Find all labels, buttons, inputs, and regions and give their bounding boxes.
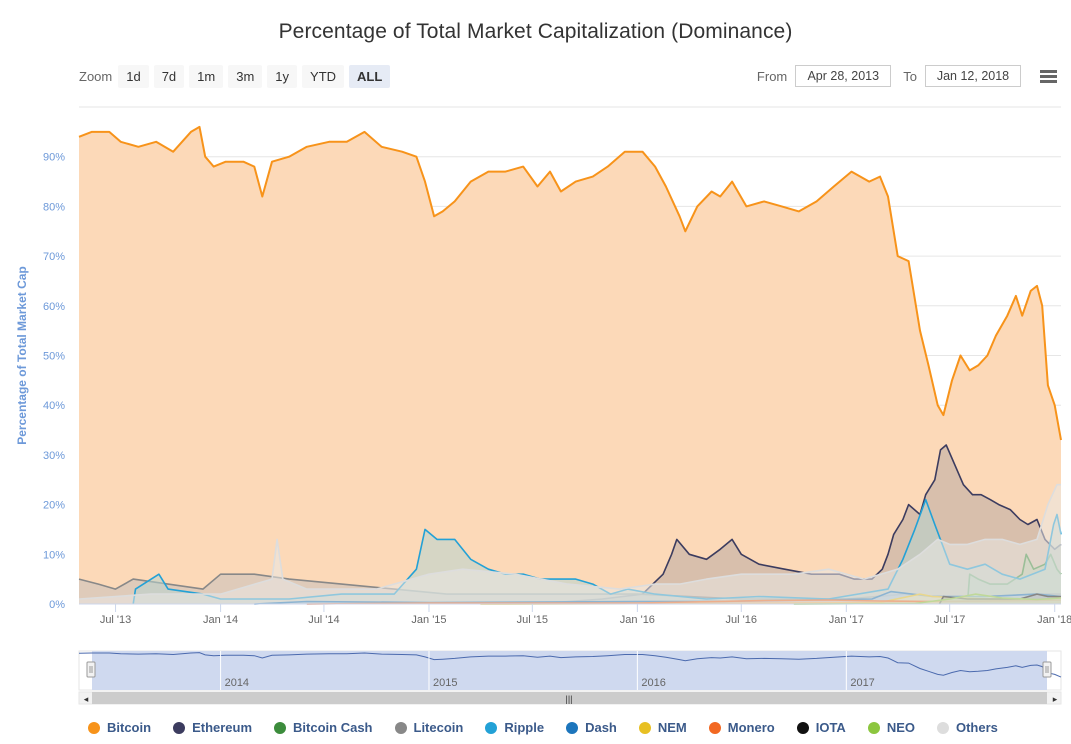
- x-tick-label: Jul '16: [726, 614, 757, 626]
- x-tick-label: Jul '17: [934, 614, 965, 626]
- legend-marker-icon: [708, 721, 721, 734]
- bitcoin-line: [78, 125, 1062, 441]
- scrollbar-thumb[interactable]: [92, 692, 1047, 704]
- from-date-input[interactable]: Apr 28, 2013: [795, 65, 892, 87]
- navigator-tick-label: 2016: [641, 677, 665, 689]
- scroll-right-arrow-icon[interactable]: ▸: [1053, 694, 1058, 704]
- legend-marker-icon: [485, 721, 498, 734]
- navigator-handle[interactable]: [86, 661, 96, 678]
- x-tick-label: Jan '14: [203, 614, 238, 626]
- legend-label: Bitcoin: [107, 720, 152, 735]
- y-tick-label: 80%: [43, 201, 65, 213]
- zoom-3m-button[interactable]: 3m: [228, 65, 263, 88]
- legend-label: Dash: [585, 720, 617, 735]
- x-tick-label: Jul '14: [308, 614, 339, 626]
- scroll-left-arrow-icon[interactable]: ◂: [84, 694, 89, 704]
- legend-label: Ethereum: [192, 720, 253, 735]
- y-axis-title: Percentage of Total Market Cap: [15, 266, 29, 445]
- legend-marker-icon: [867, 721, 880, 734]
- legend-marker-icon: [796, 721, 809, 734]
- zoom-all-button[interactable]: ALL: [349, 65, 391, 88]
- x-tick-label: Jan '17: [829, 614, 864, 626]
- navigator-series-line: [78, 652, 1062, 678]
- legend-item-nem[interactable]: NEM: [638, 720, 687, 735]
- to-label: To: [903, 68, 917, 84]
- zoom-1m-button[interactable]: 1m: [189, 65, 224, 88]
- scrollbar-grip: |||: [565, 694, 572, 704]
- y-tick-label: 70%: [43, 251, 65, 263]
- y-tick-label: 40%: [43, 400, 65, 412]
- zoom-ytd-button[interactable]: YTD: [302, 65, 345, 88]
- legend-item-bitcoin-cash[interactable]: Bitcoin Cash: [274, 720, 373, 735]
- y-tick-label: 0%: [49, 599, 65, 611]
- legend-label: Litecoin: [413, 720, 464, 735]
- legend-marker-icon: [88, 721, 100, 734]
- bitcoin-area: [79, 126, 1061, 605]
- date-range: From Apr 28, 2013 To Jan 12, 2018: [745, 65, 1021, 87]
- y-tick-label: 10%: [43, 549, 65, 561]
- legend-label: NEO: [886, 720, 915, 735]
- legend-item-iota[interactable]: IOTA: [796, 720, 846, 735]
- x-tick-label: Jan '15: [411, 614, 446, 626]
- legend-label: Bitcoin Cash: [293, 720, 373, 735]
- legend-marker-icon: [394, 721, 407, 734]
- navigator-tick-label: 2015: [433, 677, 457, 689]
- legend-item-monero[interactable]: Monero: [708, 720, 775, 735]
- navigator-handle[interactable]: [1042, 661, 1052, 678]
- legend-label: Ripple: [504, 720, 545, 735]
- hamburger-menu-icon[interactable]: [1040, 70, 1058, 84]
- x-tick-label: Jan '16: [620, 614, 655, 626]
- chart-title: Percentage of Total Market Capitalizatio…: [278, 20, 793, 43]
- to-date-input[interactable]: Jan 12, 2018: [925, 65, 1021, 87]
- legend-item-neo[interactable]: NEO: [867, 720, 915, 735]
- legend-marker-icon: [638, 721, 651, 734]
- ethereum-line: [555, 444, 1062, 604]
- zoom-1d-button[interactable]: 1d: [118, 65, 149, 88]
- y-tick-label: 50%: [43, 351, 65, 363]
- navigator-tick-label: 2017: [850, 677, 874, 689]
- x-tick-label: Jul '15: [517, 614, 548, 626]
- zoom-1y-button[interactable]: 1y: [267, 65, 298, 88]
- others-area: [79, 484, 1061, 604]
- legend-label: IOTA: [815, 720, 846, 735]
- navigator-tick-label: 2014: [225, 677, 249, 689]
- legend-item-others[interactable]: Others: [936, 720, 998, 735]
- legend-item-ethereum[interactable]: Ethereum: [173, 720, 252, 735]
- from-label: From: [756, 68, 788, 84]
- legend-label: Monero: [727, 720, 775, 735]
- zoom-label: Zoom: [79, 69, 113, 84]
- legend-item-ripple[interactable]: Ripple: [485, 720, 544, 735]
- zoom-7d-button[interactable]: 7d: [153, 65, 185, 88]
- legend-item-litecoin[interactable]: Litecoin: [394, 720, 464, 735]
- y-tick-label: 60%: [43, 301, 65, 313]
- chart-legend: Bitcoin Ethereum Bitcoin Cash Litecoin Rippl…: [88, 720, 1020, 735]
- legend-item-dash[interactable]: Dash: [566, 720, 617, 735]
- legend-label: NEM: [657, 720, 687, 735]
- others-line: [78, 483, 1061, 600]
- zoom-bar: Zoom 1d 7d 1m 3m 1y YTD ALL: [79, 65, 395, 88]
- legend-marker-icon: [274, 721, 287, 734]
- y-tick-label: 30%: [43, 450, 65, 462]
- legend-label: Others: [955, 720, 998, 735]
- y-tick-label: 20%: [43, 500, 65, 512]
- legend-marker-icon: [566, 721, 579, 734]
- y-tick-label: 90%: [43, 152, 65, 164]
- dominance-chart: 0% 10% 20% 30% 40% 50% 60% 70% 80% 90% Percentage …: [15, 106, 1071, 705]
- x-tick-label: Jul '13: [100, 614, 131, 626]
- legend-marker-icon: [173, 721, 186, 734]
- x-tick-label: Jan '18: [1037, 614, 1071, 626]
- legend-marker-icon: [936, 721, 949, 734]
- legend-item-bitcoin[interactable]: Bitcoin: [88, 720, 151, 735]
